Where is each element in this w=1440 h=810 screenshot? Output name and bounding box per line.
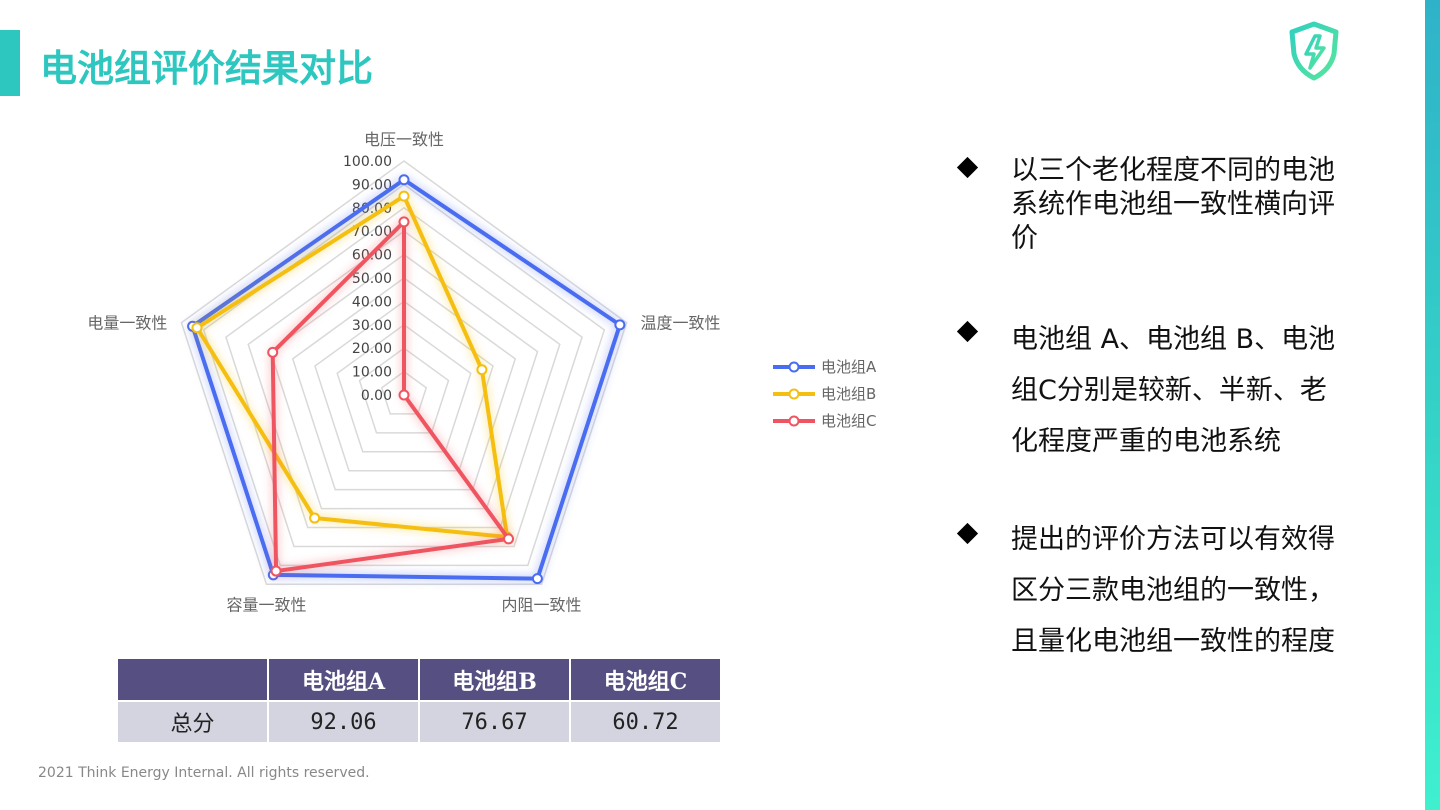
data-point (398, 216, 410, 228)
grid-ring (380, 370, 428, 415)
table-header-cell: 电池组B (418, 657, 571, 702)
axis-label: 内阻一致性 (502, 595, 582, 614)
grid-ring (291, 277, 517, 491)
data-point (398, 174, 410, 186)
shield-lightning-icon (1289, 21, 1339, 81)
tick-label: 70.00 (352, 224, 392, 240)
table-row-label: 总分 (116, 700, 269, 744)
legend-label: 电池组A (821, 358, 877, 376)
axis-label: 容量一致性 (226, 595, 306, 614)
data-point (398, 190, 410, 202)
data-point (309, 512, 321, 524)
table-header-cell: 电池组A (267, 657, 420, 702)
series-line (270, 219, 511, 574)
data-point (191, 322, 203, 334)
score-table: 电池组A 电池组B 电池组C 总分 92.06 76.67 60.72 (116, 657, 722, 744)
footer-copyright: 2021 Think Energy Internal. All rights r… (38, 765, 370, 781)
data-point (503, 533, 515, 545)
radar-chart: 0.0010.0020.0030.0040.0050.0060.0070.008… (87, 130, 877, 614)
tick-label: 50.00 (352, 271, 392, 287)
tick-label: 90.00 (352, 177, 392, 193)
grid-ring (225, 206, 583, 548)
diamond-icon (956, 156, 979, 179)
data-point (531, 573, 543, 585)
axis-label: 电量一致性 (87, 314, 167, 333)
table-header-cell: 电池组C (569, 657, 722, 702)
legend-marker (788, 388, 800, 400)
tick-label: 30.00 (352, 318, 392, 334)
data-point (614, 319, 626, 331)
data-point (267, 346, 279, 358)
tick-label: 40.00 (352, 294, 392, 310)
grid-ring (180, 160, 628, 586)
legend-marker (788, 415, 800, 427)
right-edge-bar (1425, 0, 1440, 810)
grid-ring (336, 323, 472, 453)
table-cell: 92.06 (267, 700, 420, 744)
diamond-icon (956, 320, 979, 343)
tick-label: 100.00 (343, 154, 392, 170)
axis-label: 电压一致性 (364, 130, 444, 149)
axis-label: 温度一致性 (641, 314, 721, 333)
table-cell: 76.67 (418, 700, 571, 744)
data-point (476, 364, 488, 376)
legend-marker (788, 361, 800, 373)
title-accent-bar (0, 30, 20, 96)
table-cell: 60.72 (569, 700, 722, 744)
bullet-text: 提出的评价方法可以有效得区分三款电池组的一致性，且量化电池组一致性的程度 (1011, 524, 1335, 657)
page-title: 电池组评价结果对比 (40, 47, 373, 90)
table-header-row: 电池组A 电池组B 电池组C (116, 657, 722, 702)
data-point (270, 565, 282, 577)
bullet-text: 以三个老化程度不同的电池系统作电池组一致性横向评价 (1011, 155, 1335, 254)
bullet-text: 电池组 A、电池组 B、电池组C分别是较新、半新、老化程度严重的电池系统 (1011, 324, 1336, 457)
data-point (398, 389, 410, 401)
tick-label: 0.00 (361, 388, 392, 404)
series-line (190, 177, 622, 581)
legend-label: 电池组C (821, 412, 876, 430)
diamond-icon (956, 522, 979, 545)
table-row: 总分 92.06 76.67 60.72 (116, 700, 722, 744)
tick-label: 10.00 (352, 365, 392, 381)
grid-ring (358, 347, 450, 434)
table-header-cell (116, 657, 269, 702)
series-line (195, 194, 510, 539)
tick-label: 20.00 (352, 341, 392, 357)
legend-label: 电池组B (821, 385, 876, 403)
